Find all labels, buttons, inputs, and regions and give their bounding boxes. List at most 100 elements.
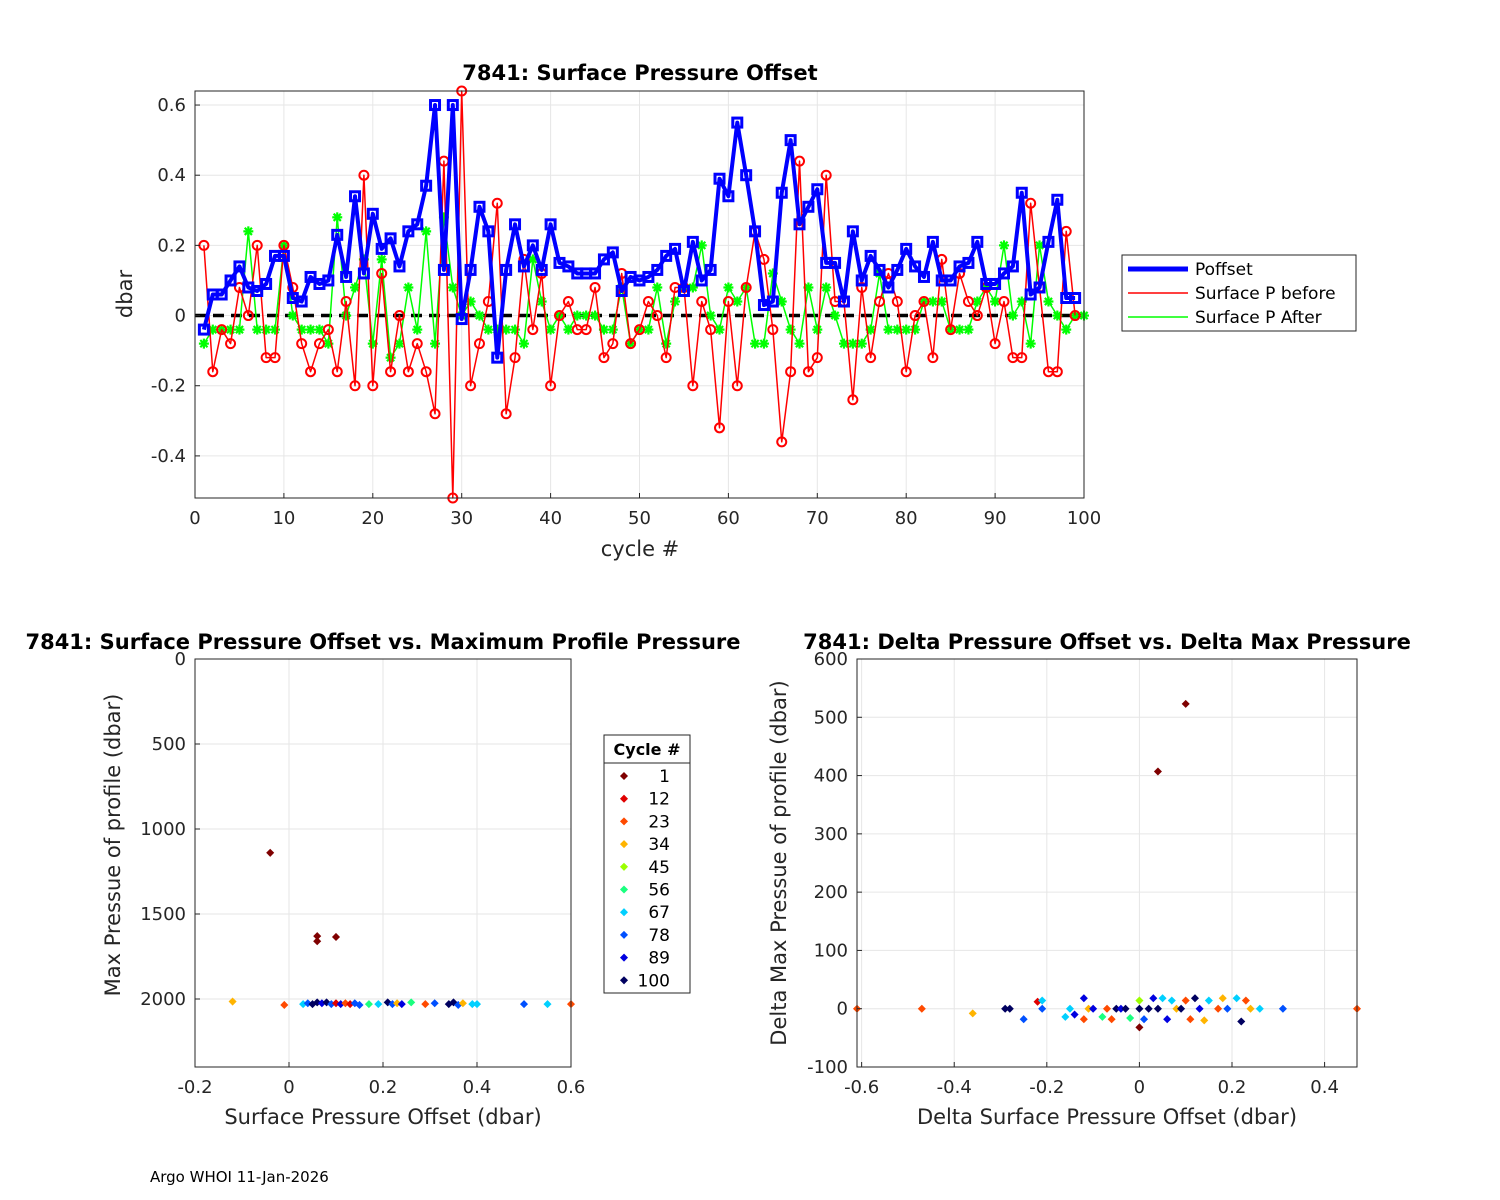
scatter-point	[1223, 1004, 1232, 1013]
chart-3-y-ticks: -100 0 100 200 300 400 500 600	[807, 649, 862, 1078]
poffset-point	[322, 274, 335, 287]
x-tick-label: 0.4	[463, 1077, 492, 1098]
before-point	[527, 324, 539, 336]
y-tick-label: 0	[175, 306, 186, 327]
after-point	[892, 324, 903, 335]
after-point	[545, 324, 556, 335]
poffset-point	[197, 323, 210, 336]
poffset-point	[793, 218, 806, 231]
after-point	[270, 324, 281, 335]
scatter-point	[1218, 994, 1227, 1003]
x-tick-label: 0	[189, 508, 200, 529]
poffset-point	[713, 172, 726, 185]
chart-1: 0 10 20 30 40 50 60 70 80 90 100 -0.4 -0.2 0 0.2 0.4 0.…	[113, 61, 1357, 561]
legend-swatch-cycle	[619, 885, 629, 894]
before-point	[1051, 366, 1063, 378]
poffset-point	[926, 235, 939, 248]
scatter-point	[1241, 996, 1250, 1005]
series-line-before	[203, 90, 1076, 499]
after-point	[243, 226, 254, 237]
poffset-point	[233, 260, 246, 273]
legend-label-cycle: 23	[648, 812, 670, 832]
before-point	[874, 296, 886, 308]
legend-label-cycle: 12	[648, 790, 670, 810]
poffset-point	[677, 284, 690, 297]
poffset-point	[295, 295, 308, 308]
after-point	[856, 338, 867, 349]
before-point	[491, 197, 503, 209]
before-point	[687, 380, 699, 392]
after-point	[963, 324, 974, 335]
poffset-point	[224, 274, 237, 287]
legend-swatch-cycle	[619, 817, 629, 826]
after-point	[607, 324, 618, 335]
after-point	[803, 282, 814, 293]
y-tick-label: 0	[837, 999, 848, 1020]
scatter-point	[1005, 1004, 1014, 1013]
scatter-point	[407, 998, 416, 1007]
after-point	[794, 338, 805, 349]
after-point	[821, 282, 832, 293]
poffset-point	[642, 270, 655, 283]
scatter-point	[341, 999, 350, 1008]
y-tick-label: -0.2	[151, 376, 186, 397]
before-point	[598, 352, 610, 364]
before-point	[767, 324, 779, 336]
before-point	[349, 380, 361, 392]
after-point	[572, 310, 583, 321]
scatter-point	[322, 998, 331, 1007]
scatter-point	[1149, 994, 1158, 1003]
after-point	[927, 296, 938, 307]
after-point	[847, 338, 858, 349]
before-point	[705, 324, 717, 336]
scatter-point	[1144, 1004, 1153, 1013]
poffset-point	[375, 242, 388, 255]
before-point	[918, 296, 930, 308]
after-point	[501, 324, 512, 335]
after-point	[750, 338, 761, 349]
x-tick-label: -0.6	[844, 1077, 879, 1098]
poffset-point	[277, 249, 290, 262]
before-point	[465, 380, 477, 392]
after-point	[990, 296, 1001, 307]
before-point	[269, 352, 281, 364]
chart-2-legend-box	[603, 734, 691, 994]
poffset-point	[917, 270, 930, 283]
before-point	[225, 338, 237, 350]
before-point	[305, 366, 317, 378]
poffset-point	[837, 295, 850, 308]
after-point	[376, 254, 387, 265]
poffset-point	[855, 274, 868, 287]
scatter-point	[1038, 996, 1047, 1005]
scatter-point	[519, 1000, 529, 1009]
before-point	[473, 338, 485, 350]
y-tick-label: 1500	[140, 904, 186, 925]
before-point	[962, 296, 974, 308]
poffset-point	[500, 263, 513, 276]
before-point	[722, 296, 734, 308]
x-tick-label: 30	[450, 508, 473, 529]
chart-2-points	[228, 848, 576, 1009]
chart-1-title: 7841: Surface Pressure Offset	[462, 61, 817, 85]
after-point	[785, 324, 796, 335]
poffset-point	[251, 284, 264, 297]
before-point	[607, 338, 619, 350]
poffset-point	[766, 295, 779, 308]
x-tick-label: 70	[806, 508, 829, 529]
legend-swatch-cycle	[619, 976, 629, 985]
x-tick-label: -0.2	[1029, 1077, 1064, 1098]
chart-2: -0.2 0 0.2 0.4 0.6 0 500 1000 1500 2000 7841: Su…	[25, 630, 740, 1129]
poffset-point	[660, 249, 673, 262]
poffset-point	[846, 225, 859, 238]
legend-label-cycle: 1	[659, 767, 670, 787]
before-point	[794, 155, 806, 167]
before-point	[1016, 352, 1028, 364]
poffset-point	[740, 169, 753, 182]
before-point	[785, 366, 797, 378]
x-tick-label: 60	[717, 508, 740, 529]
poffset-point	[393, 260, 406, 273]
poffset-point	[526, 239, 539, 252]
before-point	[393, 310, 405, 322]
legend-swatch-cycle	[619, 840, 629, 849]
y-tick-label: 0.6	[157, 95, 186, 116]
